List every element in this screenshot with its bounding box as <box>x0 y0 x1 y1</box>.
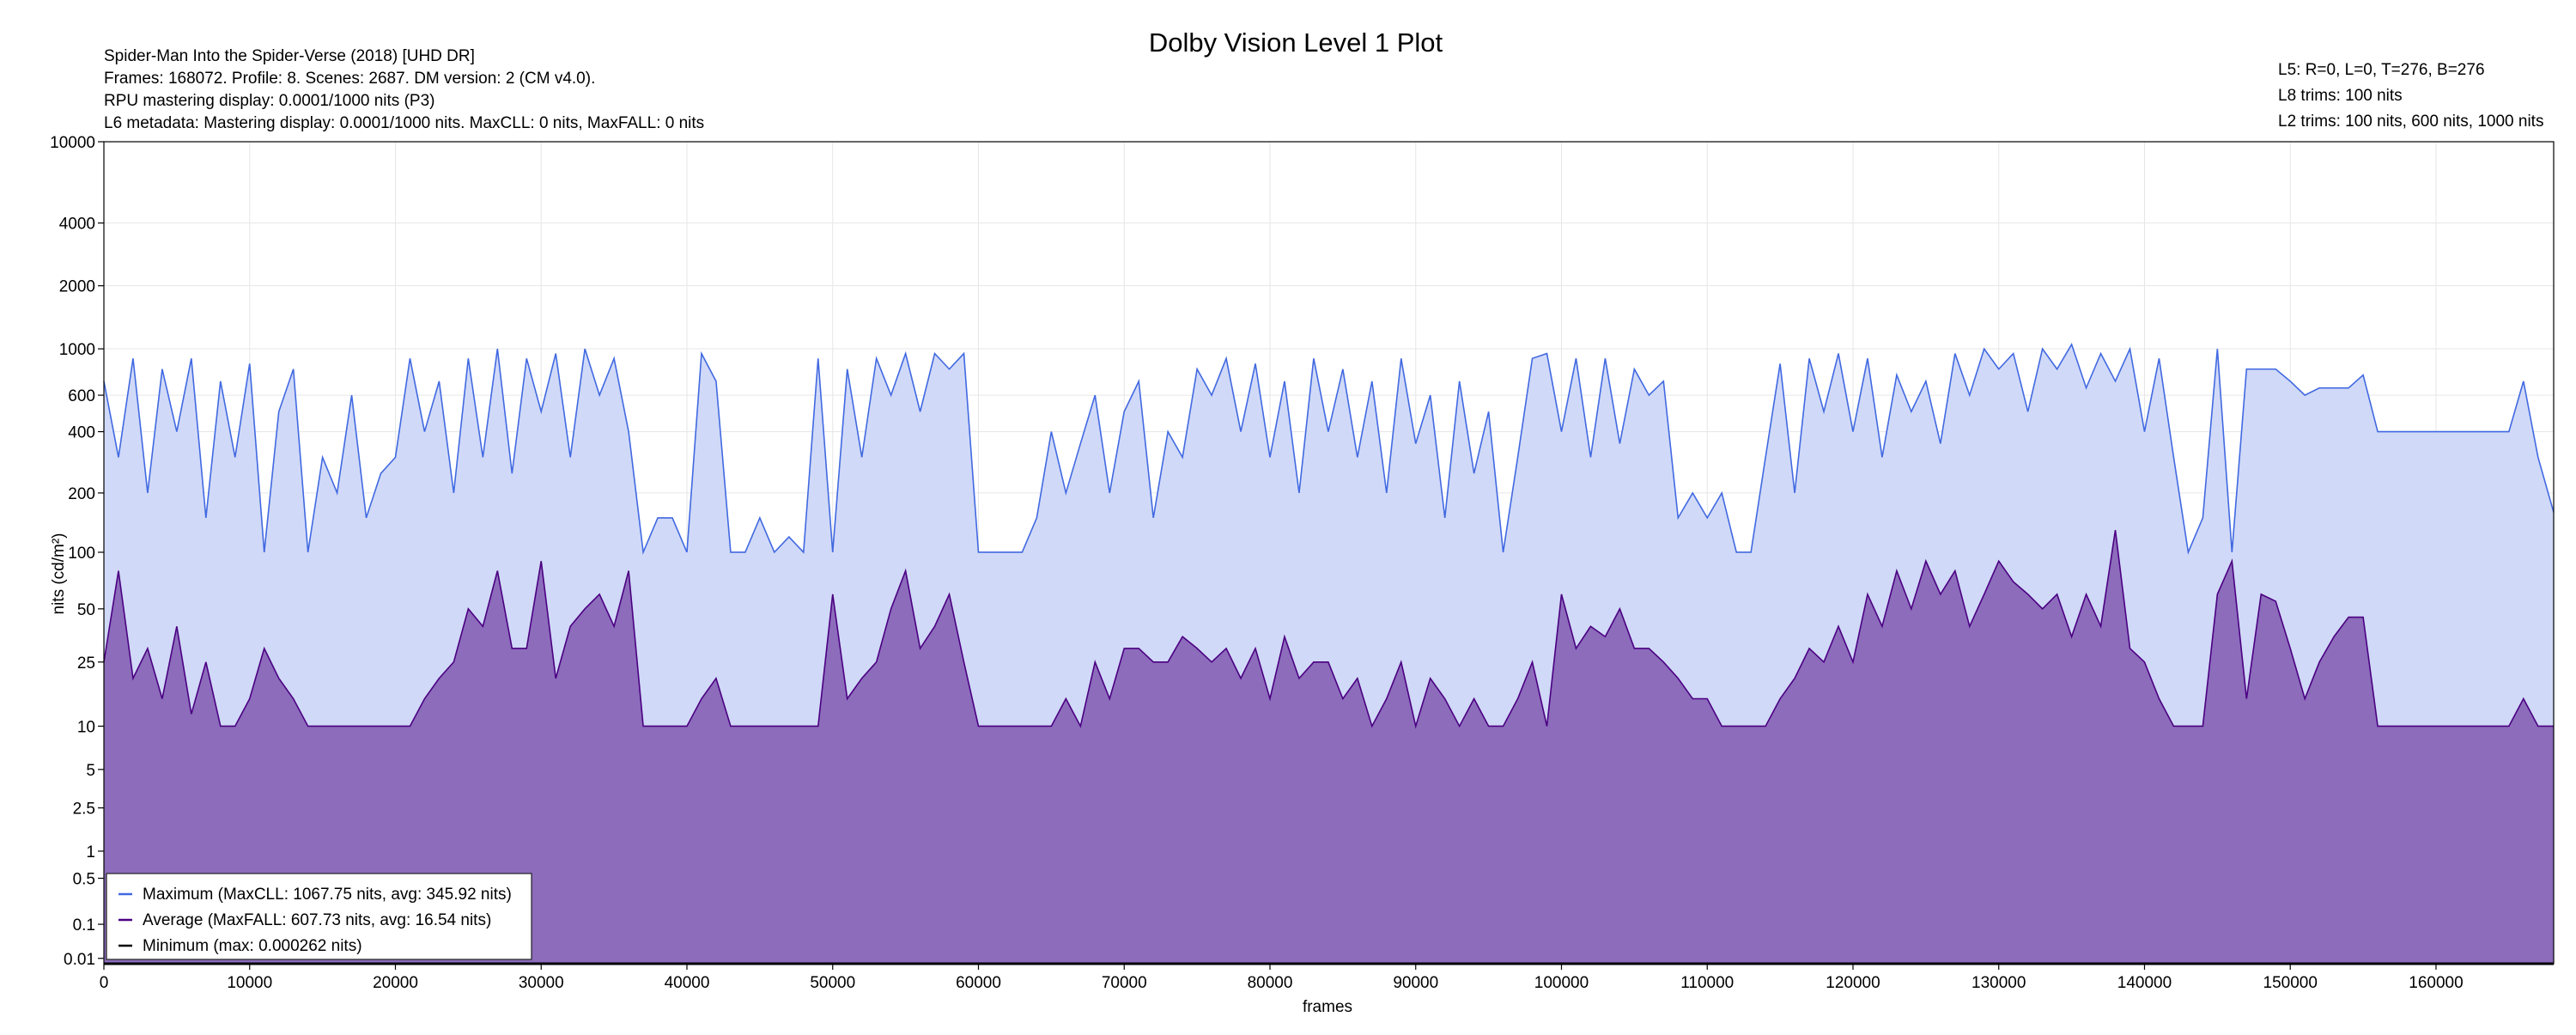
legend-label-2: Minimum (max: 0.000262 nits) <box>143 937 362 955</box>
info-left-line-2: RPU mastering display: 0.0001/1000 nits … <box>104 92 434 110</box>
legend-label-0: Maximum (MaxCLL: 1067.75 nits, avg: 345.… <box>143 886 512 904</box>
x-tick-label-16: 160000 <box>2409 974 2463 992</box>
y-tick-label-9: 100 <box>68 545 95 563</box>
chart-title: Dolby Vision Level 1 Plot <box>1149 27 1443 58</box>
info-left-line-3: L6 metadata: Mastering display: 0.0001/1… <box>104 114 704 132</box>
info-right-line-0: L5: R=0, L=0, T=276, B=276 <box>2278 61 2485 79</box>
series-line-0 <box>103 343 2555 556</box>
x-tick-label-13: 130000 <box>1971 974 2026 992</box>
legend-box <box>106 873 532 960</box>
y-tick-label-14: 2000 <box>59 278 95 296</box>
y-tick-label-16: 10000 <box>50 134 95 152</box>
y-axis-ticks: 0.01 0.1 0.5 1 2.5 5 10 25 50 100 200 400 600 1000 200… <box>50 134 104 969</box>
x-tick-label-1: 10000 <box>227 974 272 992</box>
y-tick-label-0: 0.01 <box>64 951 95 969</box>
y-tick-label-8: 50 <box>77 601 95 619</box>
y-axis-label: nits (cd/m²) <box>50 533 68 615</box>
x-tick-label-4: 40000 <box>665 974 710 992</box>
x-axis-label: frames <box>1303 998 1352 1016</box>
x-tick-label-9: 90000 <box>1393 974 1438 992</box>
y-tick-label-15: 4000 <box>59 216 95 234</box>
x-tick-label-3: 30000 <box>519 974 564 992</box>
x-tick-label-12: 120000 <box>1826 974 1880 992</box>
y-tick-label-10: 200 <box>68 485 95 503</box>
series-area-1 <box>104 530 2554 964</box>
x-tick-label-6: 60000 <box>956 974 1001 992</box>
y-tick-label-12: 600 <box>68 387 95 405</box>
x-tick-label-15: 150000 <box>2263 974 2318 992</box>
y-tick-label-4: 2.5 <box>73 801 95 819</box>
x-tick-label-14: 140000 <box>2117 974 2172 992</box>
info-right-line-1: L8 trims: 100 nits <box>2278 87 2403 105</box>
series-layer <box>103 343 2555 965</box>
x-axis-ticks: 0 10000 20000 30000 40000 50000 60000 70000 8000… <box>100 964 2464 992</box>
y-tick-label-6: 10 <box>77 718 95 736</box>
x-tick-label-10: 100000 <box>1534 974 1589 992</box>
y-tick-label-3: 1 <box>86 843 95 861</box>
info-left-line-0: Spider-Man Into the Spider-Verse (2018) … <box>104 47 475 65</box>
info-right: L5: R=0, L=0, T=276, B=276 L8 trims: 100… <box>2278 61 2543 131</box>
info-left: Spider-Man Into the Spider-Verse (2018) … <box>104 47 704 132</box>
legend-label-1: Average (MaxFALL: 607.73 nits, avg: 16.5… <box>143 911 491 929</box>
legend: Maximum (MaxCLL: 1067.75 nits, avg: 345.… <box>106 873 532 960</box>
x-tick-label-7: 70000 <box>1102 974 1147 992</box>
y-tick-label-2: 0.5 <box>73 871 95 889</box>
y-tick-label-1: 0.1 <box>73 916 95 935</box>
y-tick-label-5: 5 <box>86 762 95 780</box>
y-tick-label-13: 1000 <box>59 341 95 359</box>
x-tick-label-8: 80000 <box>1248 974 1293 992</box>
y-tick-label-11: 400 <box>68 424 95 442</box>
info-left-line-1: Frames: 168072. Profile: 8. Scenes: 2687… <box>104 70 595 88</box>
y-tick-label-7: 25 <box>77 654 95 673</box>
x-tick-label-0: 0 <box>100 974 109 992</box>
x-tick-label-11: 110000 <box>1680 974 1734 992</box>
x-tick-label-2: 20000 <box>373 974 418 992</box>
series-line-1 <box>103 530 2554 729</box>
info-right-line-2: L2 trims: 100 nits, 600 nits, 1000 nits <box>2278 113 2543 131</box>
x-tick-label-5: 50000 <box>810 974 855 992</box>
